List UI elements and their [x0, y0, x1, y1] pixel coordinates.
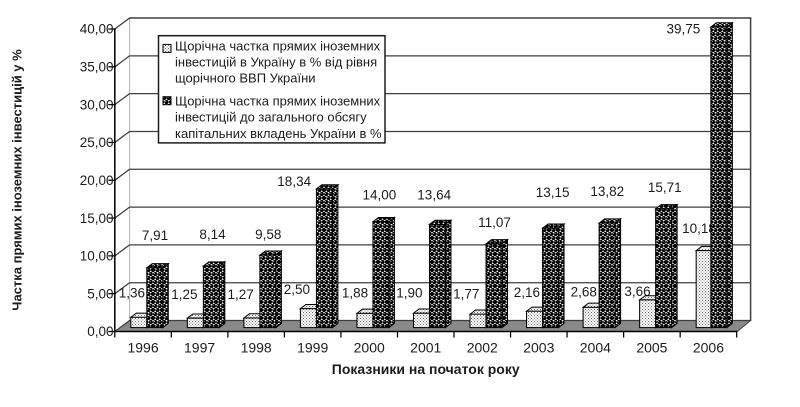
svg-text:2,16: 2,16: [514, 285, 540, 300]
svg-text:1,27: 1,27: [227, 287, 253, 302]
svg-text:2003: 2003: [523, 340, 554, 356]
svg-text:інвестицій до загального обсяг: інвестицій до загального обсягу: [175, 110, 367, 125]
svg-text:Показники на початок року: Показники на початок року: [332, 361, 520, 377]
svg-text:11,07: 11,07: [478, 215, 511, 230]
svg-text:1997: 1997: [184, 340, 215, 356]
svg-text:2,50: 2,50: [284, 282, 310, 297]
svg-text:35,00: 35,00: [80, 60, 114, 75]
svg-text:1,90: 1,90: [396, 286, 422, 301]
svg-text:13,64: 13,64: [417, 188, 451, 203]
svg-text:щорічного ВВП України: щорічного ВВП України: [175, 71, 316, 86]
svg-text:2006: 2006: [693, 340, 724, 356]
svg-text:2,68: 2,68: [571, 285, 597, 300]
svg-text:інвестицій в Україну в % від р: інвестицій в Україну в % від рівня: [175, 55, 377, 70]
svg-text:20,00: 20,00: [80, 173, 114, 188]
svg-text:15,71: 15,71: [648, 180, 682, 195]
svg-text:2001: 2001: [410, 340, 441, 356]
svg-text:2000: 2000: [354, 340, 385, 356]
svg-text:Частка прямих іноземних інвест: Частка прямих іноземних інвестицій у %: [10, 49, 25, 311]
svg-text:30,00: 30,00: [80, 97, 114, 112]
svg-text:3,66: 3,66: [624, 284, 650, 299]
svg-text:1,25: 1,25: [171, 287, 197, 302]
svg-text:13,82: 13,82: [590, 184, 624, 199]
svg-text:2005: 2005: [636, 340, 667, 356]
svg-text:1,36: 1,36: [119, 286, 145, 301]
svg-text:7,91: 7,91: [142, 228, 168, 243]
svg-text:Щорічна частка прямих іноземни: Щорічна частка прямих іноземних: [175, 38, 381, 53]
svg-text:капітальних вкладень України в: капітальних вкладень України в %: [175, 126, 382, 141]
svg-text:2004: 2004: [580, 340, 611, 356]
svg-text:15,00: 15,00: [80, 211, 114, 226]
svg-text:1999: 1999: [297, 340, 328, 356]
svg-text:1,77: 1,77: [453, 287, 479, 302]
svg-text:10,18: 10,18: [682, 221, 716, 236]
svg-text:8,14: 8,14: [199, 227, 226, 242]
svg-text:25,00: 25,00: [80, 135, 114, 150]
svg-text:1998: 1998: [241, 340, 272, 356]
svg-text:9,58: 9,58: [255, 227, 281, 242]
svg-text:40,00: 40,00: [80, 22, 114, 37]
svg-text:14,00: 14,00: [363, 188, 397, 203]
svg-text:0,00: 0,00: [87, 324, 113, 339]
svg-text:1,88: 1,88: [342, 286, 368, 301]
svg-text:39,75: 39,75: [667, 22, 701, 37]
svg-text:2002: 2002: [467, 340, 498, 356]
svg-text:18,34: 18,34: [277, 174, 311, 189]
svg-text:10,00: 10,00: [80, 249, 114, 264]
svg-text:5,00: 5,00: [87, 286, 113, 301]
svg-text:1996: 1996: [127, 340, 158, 356]
svg-text:13,15: 13,15: [536, 185, 570, 200]
svg-text:Щорічна частка прямих іноземни: Щорічна частка прямих іноземних: [175, 94, 381, 109]
